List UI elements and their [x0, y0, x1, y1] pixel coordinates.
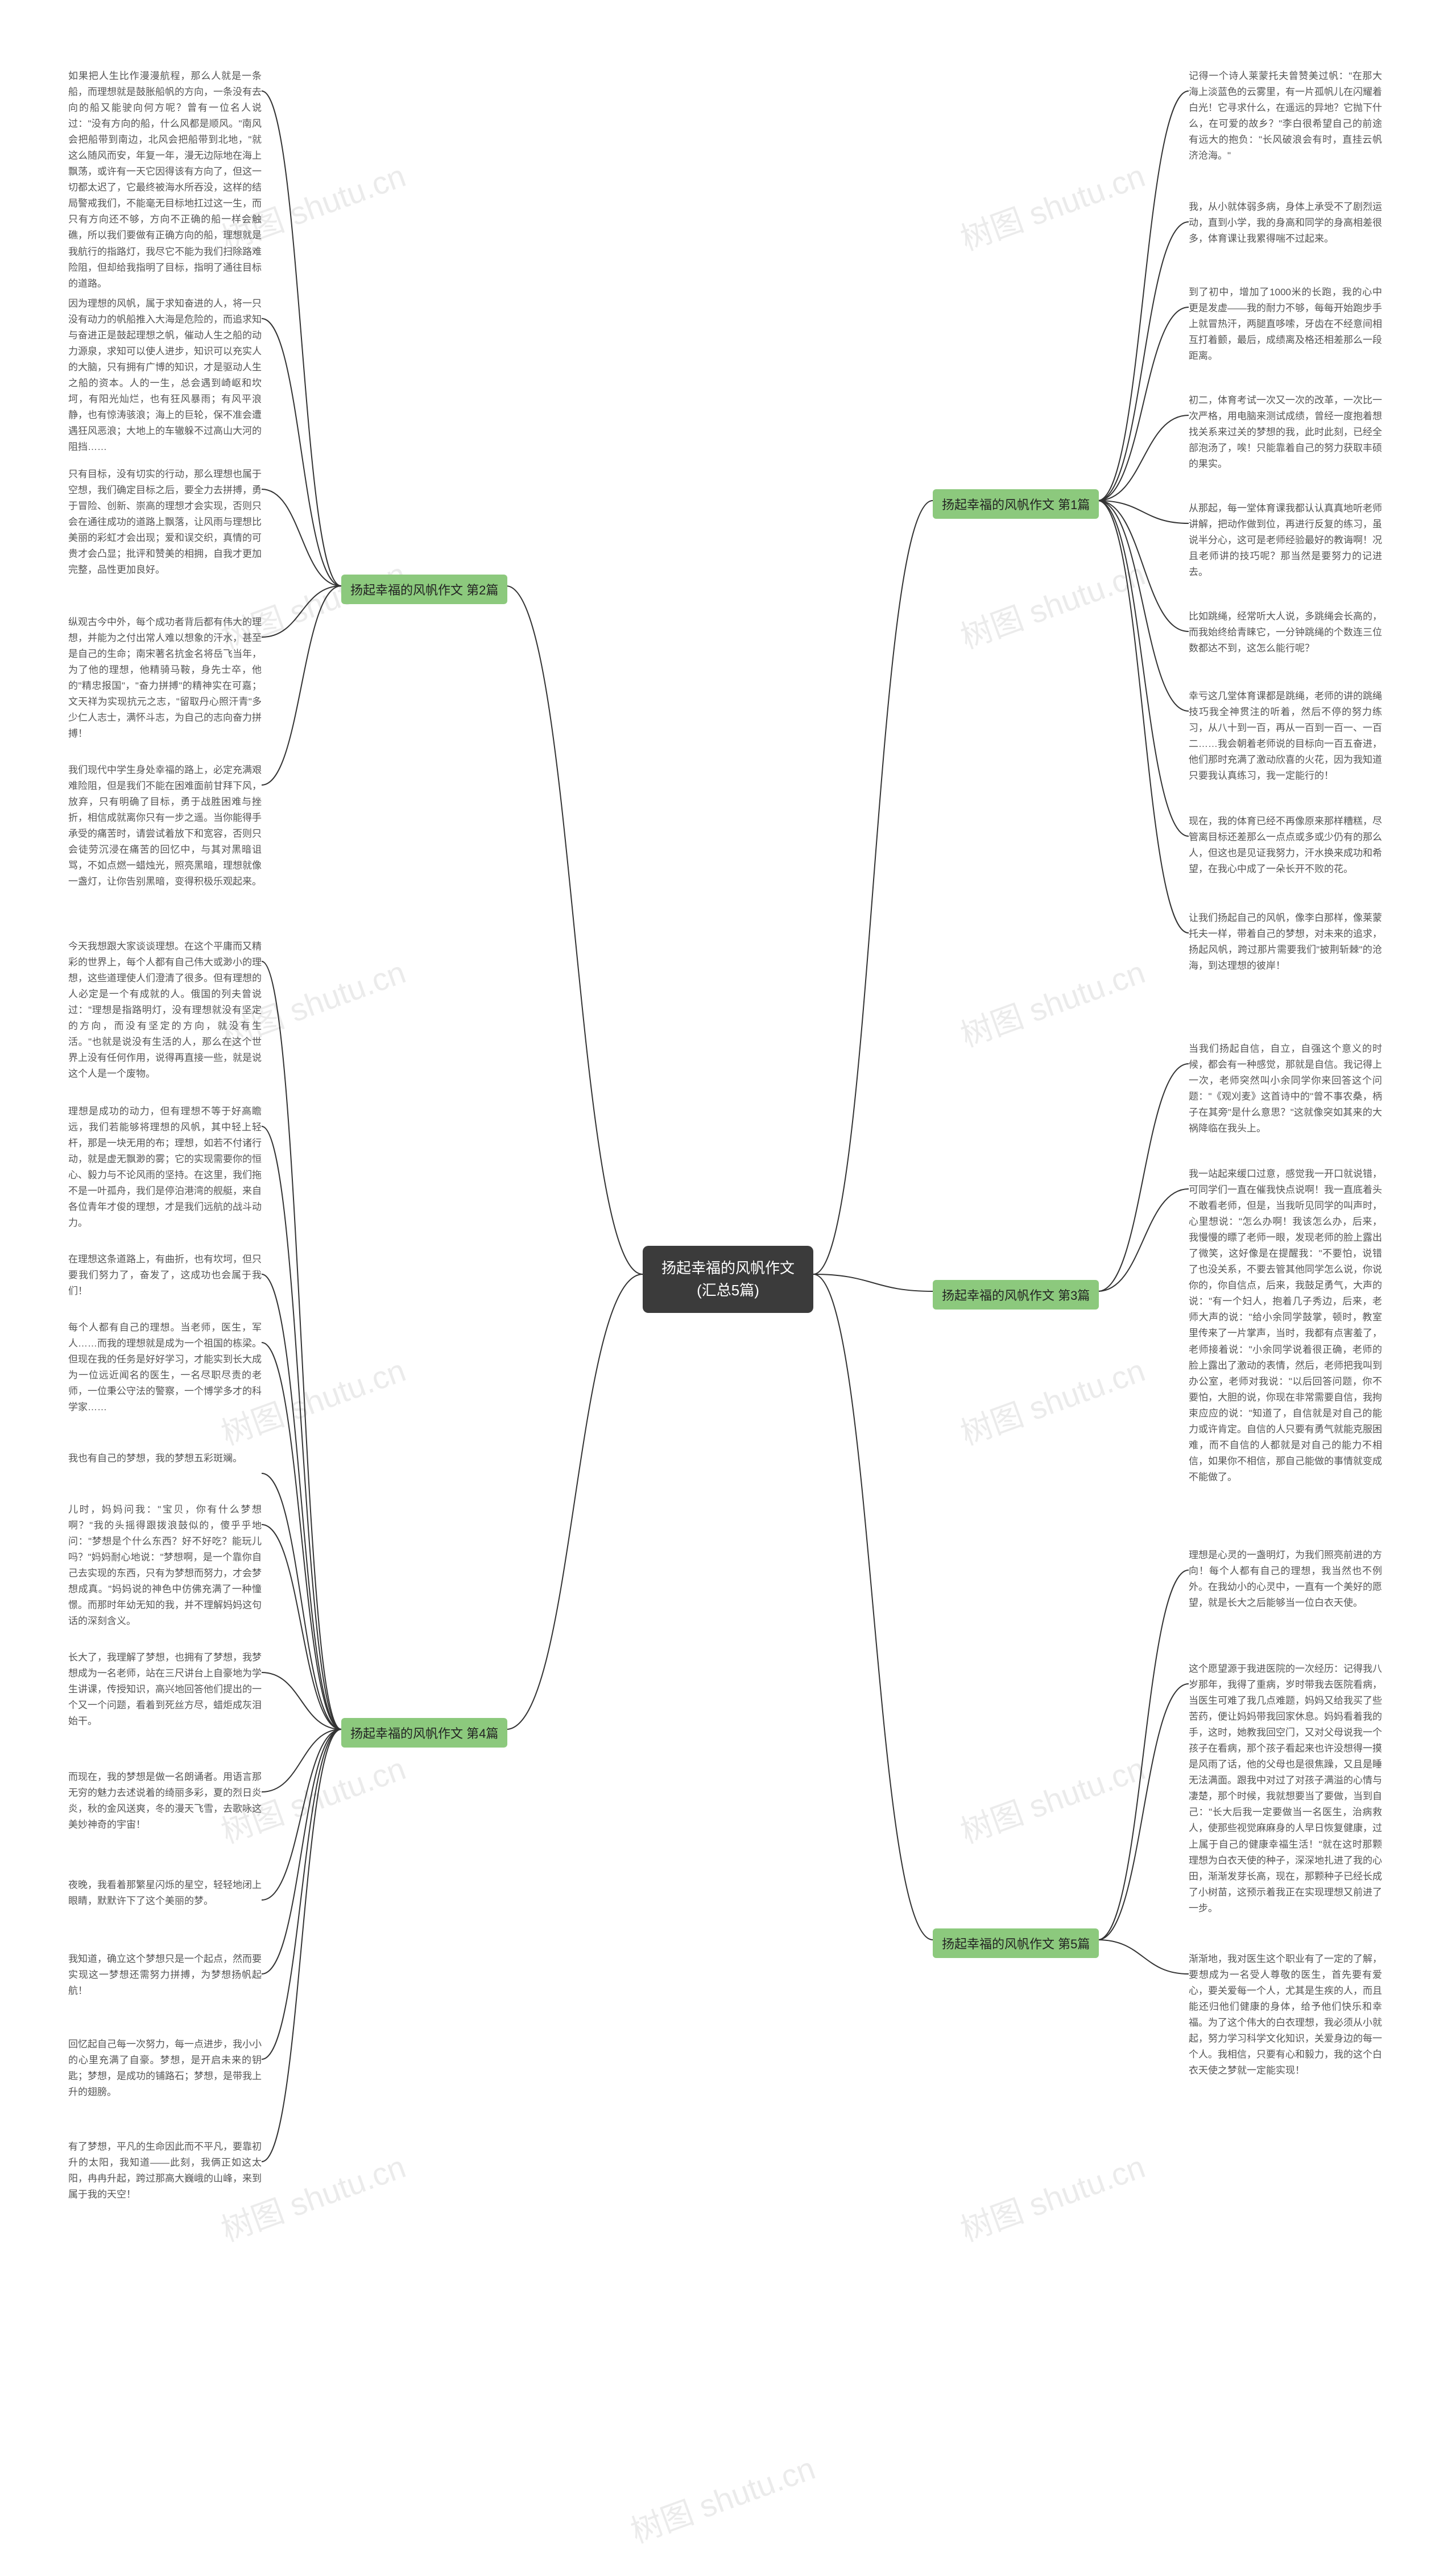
leaf-node: 纵观古今中外，每个成功者背后都有伟大的理想，并能为之付出常人难以想象的汗水，甚至…	[68, 614, 262, 742]
leaf-node: 让我们扬起自己的风帆，像李白那样，像莱蒙托夫一样，带着自己的梦想，对未来的追求，…	[1189, 910, 1382, 974]
leaf-node: 理想是成功的动力，但有理想不等于好高瞻远，我们若能够将理想的风帆，其中轻上轻杆，…	[68, 1104, 262, 1231]
watermark: 树图 shutu.cn	[953, 2141, 1151, 2250]
watermark: 树图 shutu.cn	[953, 548, 1151, 658]
leaf-node: 如果把人生比作漫漫航程，那么人就是一条船，而理想就是鼓胀船帆的方向，一条没有去向…	[68, 68, 262, 292]
leaf-node: 长大了，我理解了梦想，也拥有了梦想，我梦想成为一名老师，站在三尺讲台上自豪地为学…	[68, 1650, 262, 1729]
watermark: 树图 shutu.cn	[953, 1345, 1151, 1454]
branch-node: 扬起幸福的风帆作文 第5篇	[933, 1928, 1099, 1958]
leaf-node: 我们现代中学生身处幸福的路上，必定充满艰难险阻，但是我们不能在困难面前甘拜下风，…	[68, 762, 262, 890]
leaf-node: 夜晚，我看着那繁星闪烁的星空，轻轻地闭上眼睛，默默许下了这个美丽的梦。	[68, 1877, 262, 1909]
center-node: 扬起幸福的风帆作文(汇总5篇)	[643, 1246, 813, 1313]
leaf-node: 今天我想跟大家谈谈理想。在这个平庸而又精彩的世界上，每个人都有自己伟大或渺小的理…	[68, 939, 262, 1082]
leaf-node: 而现在，我的梦想是做一名朗诵者。用语言那无穷的魅力去述说着的绮丽多彩，夏的烈日炎…	[68, 1769, 262, 1833]
branch-node: 扬起幸福的风帆作文 第3篇	[933, 1280, 1099, 1310]
leaf-node: 我也有自己的梦想，我的梦想五彩斑斓。	[68, 1451, 262, 1467]
leaf-node: 我一站起来缓口过意，感觉我一开口就说错，可同学们一直在催我快点说啊！我一直底着头…	[1189, 1166, 1382, 1485]
leaf-node: 现在，我的体育已经不再像原来那样糟糕，尽管离目标还差那么一点点或多或少仍有的那么…	[1189, 813, 1382, 877]
leaf-node: 理想是心灵的一盏明灯，为我们照亮前进的方向！每个人都有自己的理想，我当然也不例外…	[1189, 1547, 1382, 1611]
leaf-node: 我知道，确立这个梦想只是一个起点，然而要实现这一梦想还需努力拼搏，为梦想扬帆起航…	[68, 1951, 262, 1999]
branch-node: 扬起幸福的风帆作文 第2篇	[341, 575, 507, 604]
leaf-node: 初二，体育考试一次又一次的改革，一次比一次严格，用电脑来测试成绩，曾经一度抱着想…	[1189, 393, 1382, 472]
leaf-node: 在理想这条道路上，有曲折，也有坎坷，但只要我们努力了，奋发了，这成功也会属于我们…	[68, 1251, 262, 1299]
branch-node: 扬起幸福的风帆作文 第1篇	[933, 489, 1099, 519]
watermark: 树图 shutu.cn	[953, 1743, 1151, 1852]
leaf-node: 只有目标，没有切实的行动，那么理想也属于空想，我们确定目标之后，要全力去拼搏，勇…	[68, 466, 262, 578]
leaf-node: 这个愿望源于我进医院的一次经历：记得我八岁那年，我得了重病，岁时带我去医院看病，…	[1189, 1661, 1382, 1916]
watermark: 树图 shutu.cn	[953, 947, 1151, 1056]
leaf-node: 到了初中，增加了1000米的长跑，我的心中更是发虚——我的耐力不够，每每开始跑步…	[1189, 284, 1382, 364]
watermark: 树图 shutu.cn	[953, 150, 1151, 259]
leaf-node: 当我们扬起自信，自立，自强这个意义的时候，都会有一种感觉，那就是自信。我记得上一…	[1189, 1041, 1382, 1137]
watermark: 树图 shutu.cn	[623, 2443, 821, 2552]
leaf-node: 比如跳绳，经常听大人说，多跳绳会长高的，而我始终给青睐它，一分钟跳绳的个数连三位…	[1189, 609, 1382, 656]
leaf-node: 回忆起自己每一次努力，每一点进步，我小小的心里充满了自豪。梦想，是开启未来的钥匙…	[68, 2037, 262, 2100]
leaf-node: 儿时，妈妈问我："宝贝，你有什么梦想啊？"我的头摇得跟拨浪鼓似的，傻乎乎地问："…	[68, 1502, 262, 1629]
leaf-node: 我，从小就体弱多病，身体上承受不了剧烈运动，直到小学，我的身高和同学的身高相差很…	[1189, 199, 1382, 247]
leaf-node: 从那起，每一堂体育课我都认认真真地听老师讲解，把动作做到位，再进行反复的练习，虽…	[1189, 501, 1382, 580]
leaf-node: 每个人都有自己的理想。当老师，医生，军人……而我的理想就是成为一个祖国的栋梁。但…	[68, 1320, 262, 1415]
leaf-node: 有了梦想，平凡的生命因此而不平凡，要靠初升的太阳，我知道——此刻，我俩正如这太阳…	[68, 2139, 262, 2203]
leaf-node: 因为理想的风帆，属于求知奋进的人，将一只没有动力的帆船推入大海是危险的，而追求知…	[68, 296, 262, 455]
leaf-node: 记得一个诗人莱蒙托夫曾赞美过帆："在那大海上淡蓝色的云雾里，有一片孤帆儿在闪耀着…	[1189, 68, 1382, 164]
leaf-node: 渐渐地，我对医生这个职业有了一定的了解，要想成为一名受人尊敬的医生，首先要有爱心…	[1189, 1951, 1382, 2079]
branch-node: 扬起幸福的风帆作文 第4篇	[341, 1718, 507, 1748]
leaf-node: 幸亏这几堂体育课都是跳绳，老师的讲的跳绳技巧我全神贯注的听着，然后不停的努力练习…	[1189, 688, 1382, 784]
